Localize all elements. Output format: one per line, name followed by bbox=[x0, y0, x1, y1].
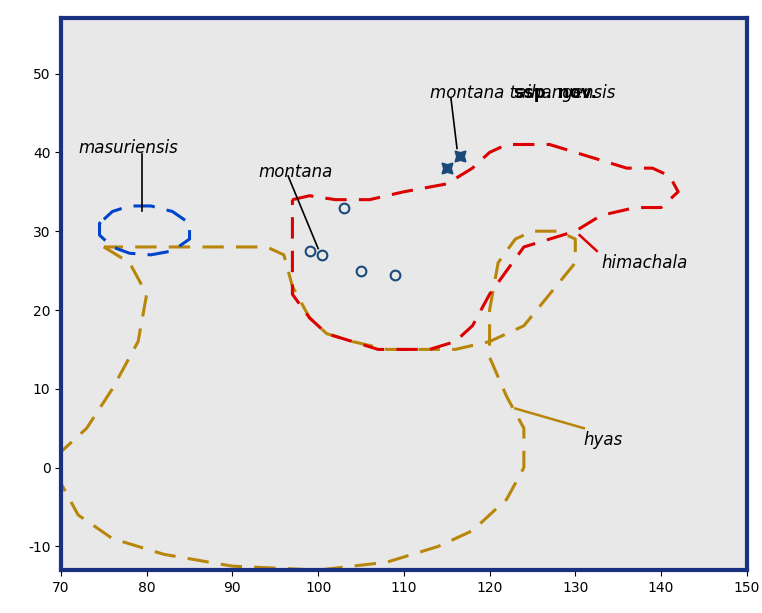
Text: montana: montana bbox=[258, 163, 332, 181]
Text: himachala: himachala bbox=[601, 254, 687, 272]
Text: hyas: hyas bbox=[584, 431, 623, 449]
Text: masuriensis: masuriensis bbox=[78, 139, 178, 158]
Text: ssp. nov.: ssp. nov. bbox=[514, 84, 597, 102]
Text: montana taihangensis: montana taihangensis bbox=[430, 84, 620, 102]
